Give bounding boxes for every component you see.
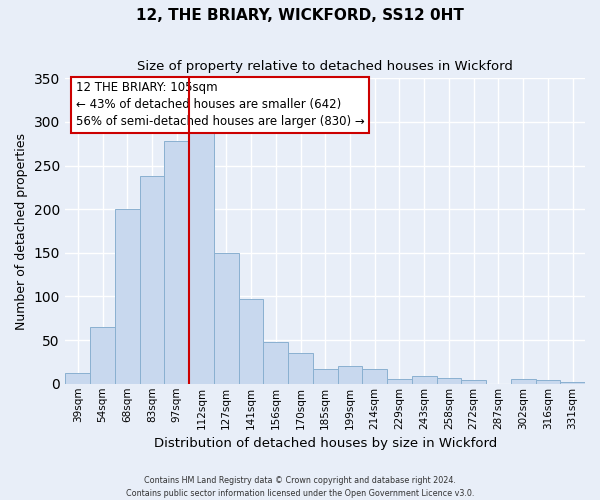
Bar: [511, 380, 536, 384]
Title: Size of property relative to detached houses in Wickford: Size of property relative to detached ho…: [137, 60, 513, 73]
Bar: [288, 353, 313, 384]
Y-axis label: Number of detached properties: Number of detached properties: [15, 132, 28, 330]
Bar: [560, 382, 585, 384]
Text: Contains HM Land Registry data © Crown copyright and database right 2024.
Contai: Contains HM Land Registry data © Crown c…: [126, 476, 474, 498]
Text: 12 THE BRIARY: 105sqm
← 43% of detached houses are smaller (642)
56% of semi-det: 12 THE BRIARY: 105sqm ← 43% of detached …: [76, 82, 365, 128]
Bar: [140, 176, 164, 384]
Bar: [461, 380, 486, 384]
Bar: [239, 299, 263, 384]
Bar: [189, 130, 214, 384]
Bar: [338, 366, 362, 384]
Bar: [437, 378, 461, 384]
Bar: [263, 342, 288, 384]
Bar: [536, 380, 560, 384]
Bar: [387, 380, 412, 384]
Bar: [214, 253, 239, 384]
Bar: [412, 376, 437, 384]
Bar: [164, 141, 189, 384]
Bar: [115, 209, 140, 384]
Bar: [65, 374, 90, 384]
Bar: [362, 369, 387, 384]
Text: 12, THE BRIARY, WICKFORD, SS12 0HT: 12, THE BRIARY, WICKFORD, SS12 0HT: [136, 8, 464, 22]
Bar: [90, 327, 115, 384]
Bar: [313, 369, 338, 384]
X-axis label: Distribution of detached houses by size in Wickford: Distribution of detached houses by size …: [154, 437, 497, 450]
